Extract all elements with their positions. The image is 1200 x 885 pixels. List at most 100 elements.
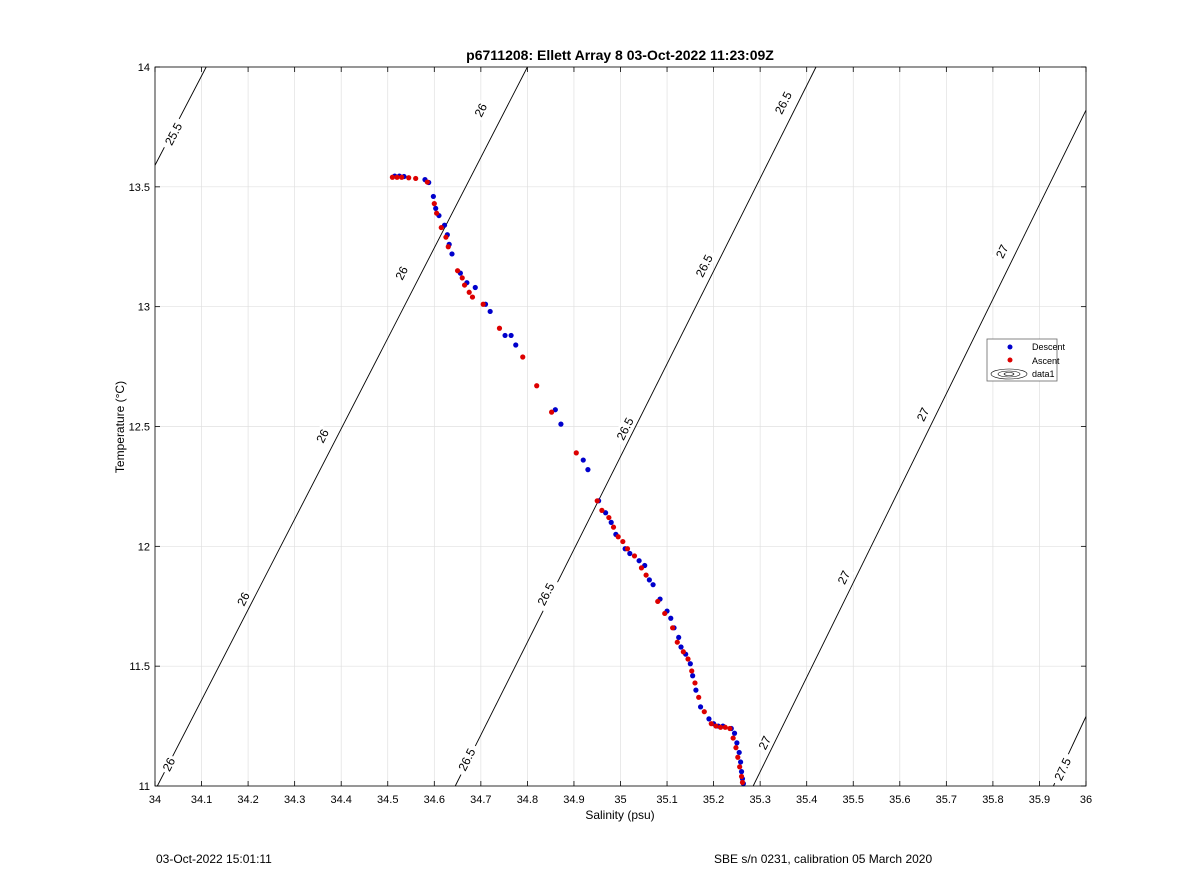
isopycnal-label-text: 26 <box>313 427 332 446</box>
isopycnal-label-bg <box>833 566 855 589</box>
x-tick-label: 35.4 <box>796 794 817 806</box>
isopycnal-line <box>156 66 528 787</box>
ascent-point <box>534 383 540 389</box>
isopycnal-label-bg <box>453 742 481 778</box>
ascent-point <box>722 724 728 730</box>
ascent-point <box>599 507 605 513</box>
ascent-point <box>406 175 412 181</box>
x-tick-label: 35.9 <box>1029 794 1050 806</box>
ascent-point <box>680 649 686 655</box>
isopycnal-label-bg <box>769 85 797 121</box>
legend-label-data1: data1 <box>1032 369 1055 379</box>
ascent-point <box>689 668 695 674</box>
ascent-point <box>685 656 691 662</box>
x-tick-label: 35.7 <box>936 794 957 806</box>
ascent-point <box>459 275 465 281</box>
y-tick-label: 12.5 <box>129 422 150 434</box>
descent-point <box>676 634 682 641</box>
ascent-point <box>708 721 714 727</box>
ascent-point <box>594 498 600 504</box>
descent-point <box>734 740 740 746</box>
legend-box <box>986 338 1058 382</box>
ascent-point <box>735 754 741 760</box>
descent-point <box>636 558 642 564</box>
descent-point <box>558 421 564 427</box>
descent-point <box>608 519 614 525</box>
ascent-point <box>480 301 486 307</box>
descent-point <box>472 284 478 291</box>
isopycnal-label-bg <box>470 98 492 122</box>
legend-marker-contour-icon <box>990 368 1028 380</box>
ascent-point <box>520 354 526 360</box>
ascent-point <box>670 625 676 631</box>
ascent-point <box>438 224 444 231</box>
descent-point <box>706 716 712 722</box>
descent-point <box>736 749 742 756</box>
descent-point <box>552 407 558 413</box>
descent-point <box>433 205 439 212</box>
ascent-point <box>399 174 405 180</box>
y-tick-label: 11.5 <box>129 661 150 673</box>
ascent-point <box>738 773 745 780</box>
chart-title: p6711208: Ellett Array 8 03-Oct-2022 11:… <box>466 47 774 63</box>
ascent-point <box>643 572 649 578</box>
isopycnal-label: 26 <box>158 753 180 776</box>
descent-point <box>487 308 493 315</box>
isopycnal-label-bg <box>1049 751 1076 787</box>
ascent-point <box>655 598 661 605</box>
descent-point <box>690 673 696 679</box>
isopycnal-label-bg <box>312 424 333 448</box>
legend: Descent Ascent data1 <box>986 338 1066 382</box>
x-tick-label: 35.5 <box>843 794 864 806</box>
isopycnal-label: 27 <box>754 731 776 755</box>
x-tick-label: 34 <box>149 794 161 806</box>
ascent-point <box>713 723 719 729</box>
descent-point <box>678 644 684 650</box>
x-tick-label: 35.1 <box>656 794 677 806</box>
isopycnal-label-bg <box>611 411 639 447</box>
descent-point <box>585 467 591 473</box>
footer-calibration: SBE s/n 0231, calibration 05 March 2020 <box>714 852 933 866</box>
ascent-point <box>461 282 468 288</box>
ascent-point <box>413 175 419 182</box>
descent-point <box>580 457 586 463</box>
descent-point <box>738 769 745 775</box>
x-tick-label: 35.8 <box>982 794 1003 806</box>
isopycnal-label-bg <box>391 261 413 285</box>
ascent-point <box>389 174 396 180</box>
ascent-point <box>624 546 631 552</box>
x-tick-label: 36 <box>1080 794 1092 806</box>
legend-marker-ascent <box>1007 357 1013 363</box>
descent-point <box>646 577 652 583</box>
isopycnal-label-bg <box>991 240 1013 263</box>
descent-point <box>508 332 514 339</box>
ascent-point <box>454 268 461 274</box>
x-tick-label: 34.5 <box>377 794 398 806</box>
isopycnal-label: 27 <box>833 566 855 589</box>
isopycnal-label-text: 26 <box>160 755 179 774</box>
ascent-point <box>496 325 503 331</box>
x-tick-label: 34.2 <box>237 794 258 806</box>
x-tick-label: 35.3 <box>749 794 770 806</box>
descent-point <box>513 342 519 348</box>
isopycnal-label-text: 27 <box>993 242 1012 260</box>
x-tick-label: 34.6 <box>424 794 445 806</box>
x-tick-label: 34.7 <box>470 794 491 806</box>
isopycnal-line <box>154 66 207 166</box>
y-axis-label: Temperature (°C) <box>113 381 127 473</box>
ascent-point <box>620 538 626 545</box>
descent-point <box>668 615 674 621</box>
isopycnal-label-bg <box>912 403 934 426</box>
x-axis-label: Salinity (psu) <box>585 808 654 822</box>
footer-timestamp: 03-Oct-2022 15:01:11 <box>156 852 272 866</box>
isopycnal-label-text: 26 <box>472 101 491 120</box>
ascent-point <box>701 709 707 715</box>
data-points <box>389 173 746 787</box>
isopycnal-label: 26 <box>391 261 413 285</box>
isopycnal-line <box>454 66 817 787</box>
ascent-point <box>394 174 400 180</box>
y-tick-label: 11 <box>139 781 150 793</box>
ascent-point <box>638 565 645 571</box>
isopycnal-label-text: 27 <box>835 568 854 586</box>
